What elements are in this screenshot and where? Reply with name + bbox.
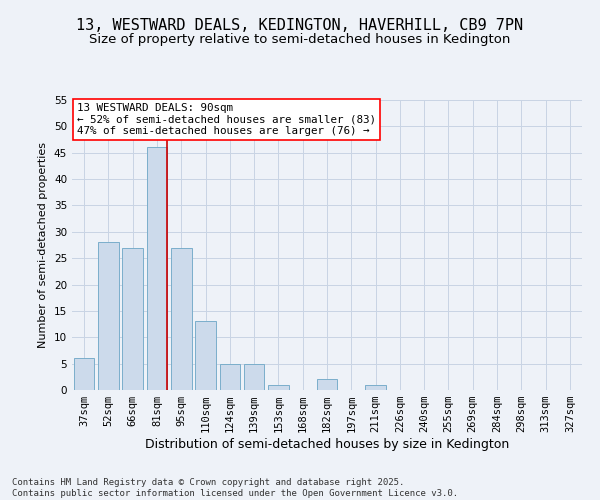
Bar	[268, 384, 289, 390]
Text: Contains HM Land Registry data © Crown copyright and database right 2025.
Contai: Contains HM Land Registry data © Crown c…	[12, 478, 458, 498]
Text: 13 WESTWARD DEALS: 90sqm
← 52% of semi-detached houses are smaller (83)
47% of s: 13 WESTWARD DEALS: 90sqm ← 52% of semi-d…	[77, 103, 376, 136]
Bar	[122, 248, 143, 390]
Bar	[220, 364, 240, 390]
X-axis label: Distribution of semi-detached houses by size in Kedington: Distribution of semi-detached houses by …	[145, 438, 509, 451]
Text: Size of property relative to semi-detached houses in Kedington: Size of property relative to semi-detach…	[89, 32, 511, 46]
Y-axis label: Number of semi-detached properties: Number of semi-detached properties	[38, 142, 49, 348]
Bar	[365, 384, 386, 390]
Bar	[244, 364, 265, 390]
Bar	[146, 148, 167, 390]
Bar	[317, 380, 337, 390]
Bar	[98, 242, 119, 390]
Bar	[74, 358, 94, 390]
Bar	[195, 322, 216, 390]
Text: 13, WESTWARD DEALS, KEDINGTON, HAVERHILL, CB9 7PN: 13, WESTWARD DEALS, KEDINGTON, HAVERHILL…	[76, 18, 524, 32]
Bar	[171, 248, 191, 390]
